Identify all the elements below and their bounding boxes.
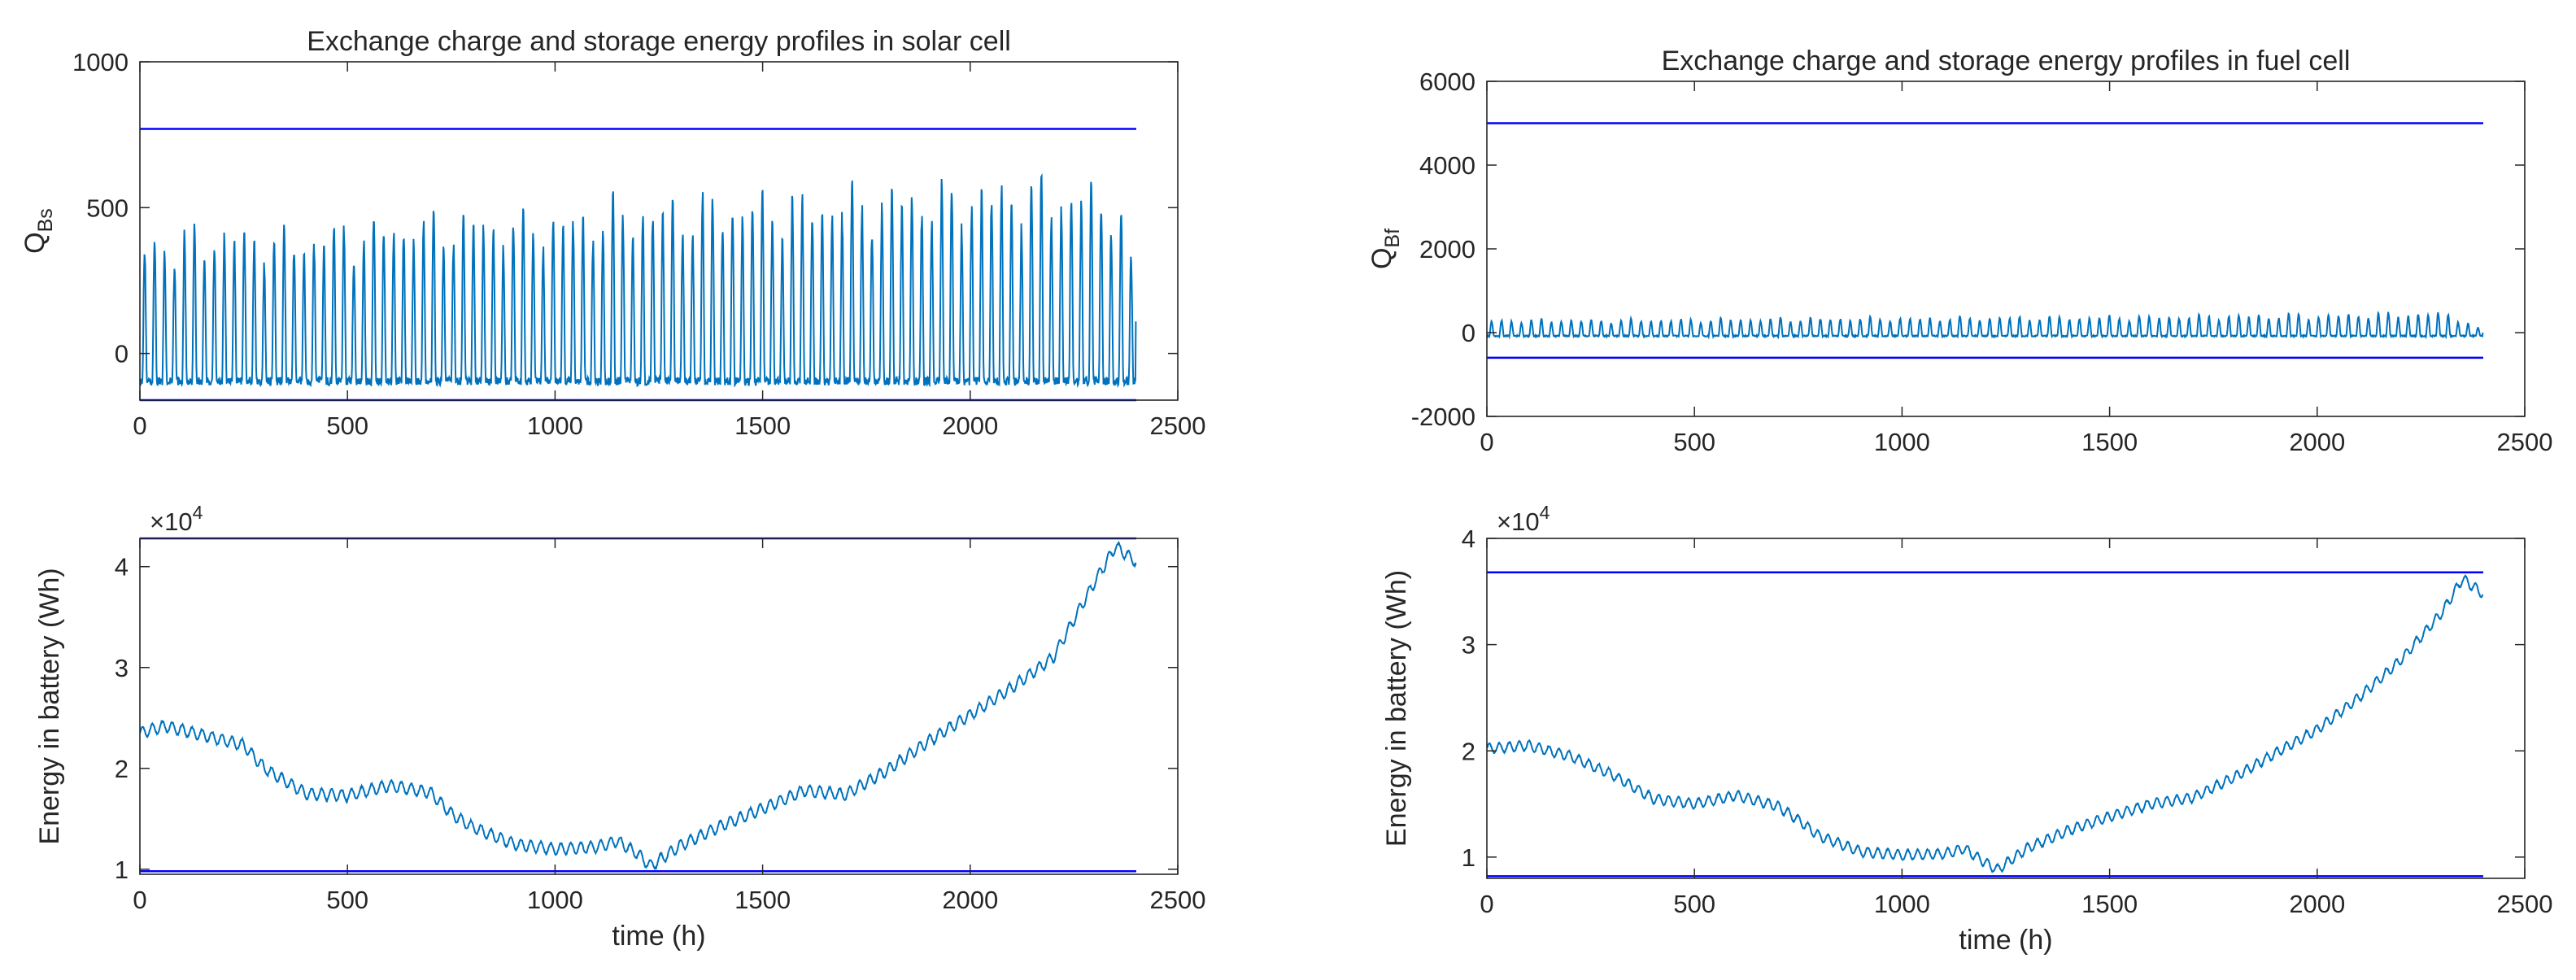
x-tick-label: 2500 bbox=[2497, 428, 2553, 456]
x-tick-label: 2000 bbox=[942, 886, 998, 914]
panel-fuel-q: 0 500 1000 1500 2000 2500-20000200040006000Ex… bbox=[1366, 46, 2552, 456]
series-line bbox=[1487, 573, 2484, 873]
x-axis-label: time (h) bbox=[1959, 925, 2052, 956]
x-tick-label: 500 bbox=[326, 886, 368, 914]
panel-solar-q: 0 500 1000 1500 2000 2500 0 500 1000 Exchange cha… bbox=[20, 26, 1205, 440]
x-tick-label: 2500 bbox=[1150, 412, 1206, 440]
x-tick-label: 1000 bbox=[1874, 890, 1930, 918]
axes-box bbox=[139, 538, 1179, 875]
x-tick-label: 2000 bbox=[942, 412, 998, 440]
x-tick-label: 1000 bbox=[527, 412, 583, 440]
y-tick-label: 0 bbox=[1462, 319, 1475, 347]
y-tick-label: 3 bbox=[115, 654, 129, 682]
x-tick-label: 2500 bbox=[1150, 886, 1206, 914]
x-tick-label: 1500 bbox=[734, 886, 791, 914]
y-axis-label: Energy in battery (Wh) bbox=[1381, 570, 1412, 847]
x-tick-label: 2000 bbox=[2289, 428, 2345, 456]
series-line bbox=[140, 540, 1137, 870]
x-tick-label: 1500 bbox=[2081, 890, 2138, 918]
y-tick-label: -2000 bbox=[1411, 403, 1475, 431]
x-tick-label: 0 bbox=[1480, 890, 1493, 918]
y-tick-label: 4000 bbox=[1419, 151, 1475, 180]
series-line bbox=[140, 172, 1137, 389]
y-tick-label: 3 bbox=[1462, 631, 1475, 660]
y-tick-label: 4 bbox=[115, 553, 129, 581]
y-tick-label: 4 bbox=[1462, 525, 1475, 553]
x-tick-label: 2000 bbox=[2289, 890, 2345, 918]
series-line bbox=[1487, 311, 2484, 340]
chart-title: Exchange charge and storage energy profi… bbox=[307, 26, 1011, 57]
x-tick-label: 0 bbox=[133, 412, 146, 440]
y-axis-label: Energy in battery (Wh) bbox=[34, 568, 65, 844]
x-tick-label: 2500 bbox=[2497, 890, 2553, 918]
x-tick-label: 1500 bbox=[734, 412, 791, 440]
axes-box bbox=[1486, 538, 2526, 879]
y-tick-label: 1 bbox=[1462, 843, 1475, 872]
y-tick-label: 2000 bbox=[1419, 235, 1475, 264]
y-tick-label: 1 bbox=[115, 856, 129, 884]
y-tick-label: 1000 bbox=[72, 48, 129, 76]
x-tick-label: 1500 bbox=[2081, 428, 2138, 456]
y-tick-label: 0 bbox=[115, 340, 129, 368]
x-axis-label: time (h) bbox=[612, 921, 705, 952]
y-tick-label: 6000 bbox=[1419, 68, 1475, 96]
x-tick-label: 0 bbox=[133, 886, 146, 914]
chart-title: Exchange charge and storage energy profi… bbox=[1662, 46, 2351, 76]
axes-box bbox=[139, 61, 1179, 401]
x-tick-label: 1000 bbox=[527, 886, 583, 914]
x-tick-label: 500 bbox=[1673, 890, 1715, 918]
x-tick-label: 0 bbox=[1480, 428, 1493, 456]
y-tick-label: 2 bbox=[1462, 737, 1475, 765]
x-tick-label: 500 bbox=[326, 412, 368, 440]
x-tick-label: 500 bbox=[1673, 428, 1715, 456]
x-tick-label: 1000 bbox=[1874, 428, 1930, 456]
y-tick-label: 500 bbox=[86, 194, 129, 222]
y-tick-label: 2 bbox=[115, 755, 129, 783]
